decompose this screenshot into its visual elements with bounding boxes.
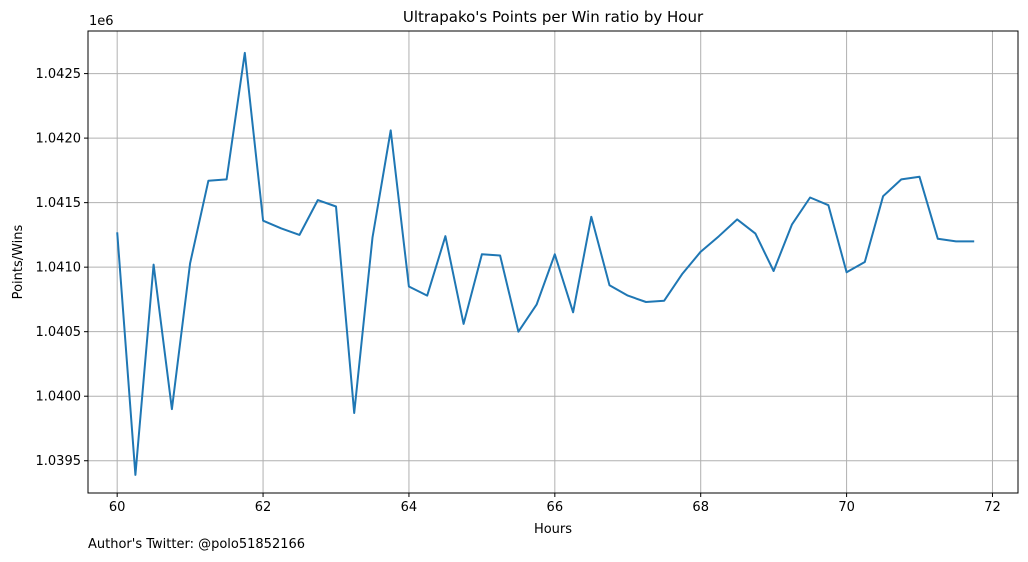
x-tick-label: 72 <box>984 500 1001 515</box>
y-tick-label: 1.0415 <box>36 196 82 211</box>
x-axis-label: Hours <box>534 522 572 537</box>
chart-title: Ultrapako's Points per Win ratio by Hour <box>403 8 704 26</box>
x-tick-label: 68 <box>692 500 709 515</box>
x-tick-label: 62 <box>255 500 272 515</box>
series-line <box>116 51 975 476</box>
x-tick-label: 66 <box>547 500 564 515</box>
y-axis-label: Points/Wins <box>11 224 26 299</box>
author-footer: Author's Twitter: @polo51852166 <box>88 537 306 552</box>
x-tick-label: 60 <box>109 500 126 515</box>
x-axis-ticks: 60 62 64 66 68 70 72 <box>109 493 1001 515</box>
y-tick-label: 1.0405 <box>36 325 82 340</box>
y-tick-label: 1.0420 <box>36 132 82 147</box>
x-tick-label: 64 <box>401 500 418 515</box>
plot-frame <box>87 30 1019 494</box>
y-tick-label: 1.0410 <box>36 261 82 276</box>
y-offset-label: 1e6 <box>89 14 114 29</box>
y-tick-label: 1.0425 <box>36 67 82 82</box>
gridlines <box>88 31 1018 493</box>
series-layer <box>116 51 975 476</box>
x-tick-label: 70 <box>838 500 855 515</box>
y-tick-label: 1.0400 <box>36 390 82 405</box>
y-axis-ticks: 1.0395 1.0400 1.0405 1.0410 1.0415 1.0420 1.04… <box>36 67 88 469</box>
y-tick-label: 1.0395 <box>36 454 82 469</box>
